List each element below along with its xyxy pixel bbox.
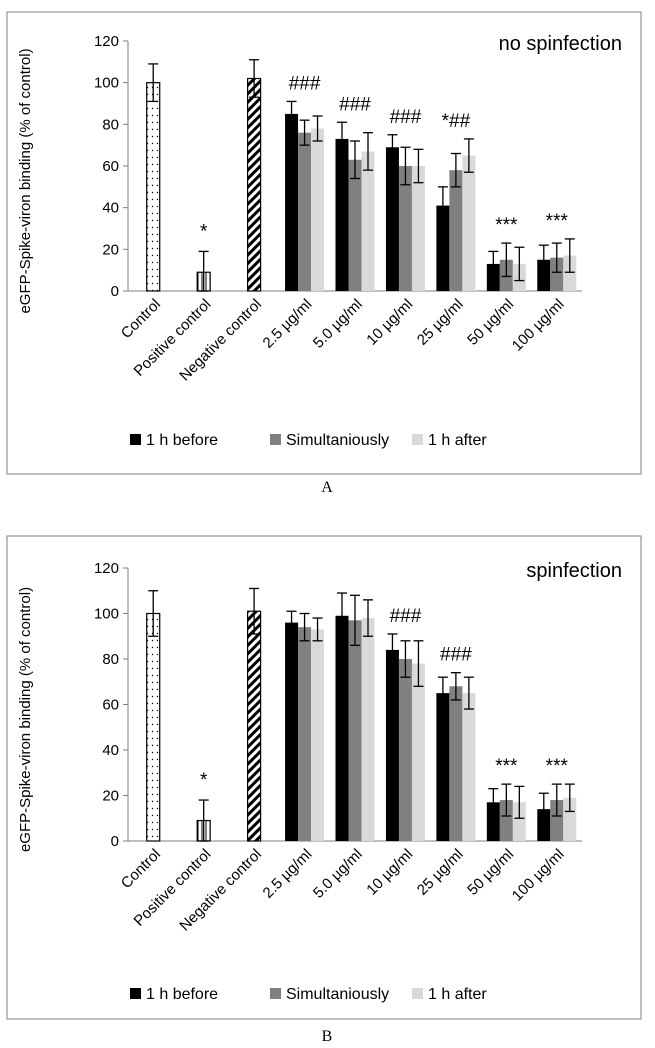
bar-simultaniously [550, 800, 564, 841]
bar-1-h-before [486, 802, 500, 841]
significance-label: *** [546, 211, 569, 232]
significance-label: ### [440, 645, 472, 666]
bar-1-h-before [486, 263, 500, 291]
legend-label: Simultaniously [286, 986, 389, 1003]
legend-label: 1 h before [146, 432, 218, 449]
bar-1-h-before [335, 615, 349, 841]
panel-corner-text: spinfection [526, 560, 622, 582]
x-tick-label: 100 µg/ml [509, 296, 568, 355]
bar-1-h-after [361, 618, 375, 841]
significance-label: *** [495, 215, 518, 236]
y-tick-label: 100 [94, 606, 119, 623]
legend-swatch [412, 988, 423, 999]
bar-simultaniously [499, 800, 513, 841]
bar-simultaniously [348, 159, 362, 291]
significance-label: ### [390, 606, 422, 627]
bar-1-h-after [563, 255, 577, 291]
x-tick-label: 10 µg/ml [363, 846, 416, 899]
bar-1-h-after [462, 155, 476, 291]
bar-1-h-after [361, 151, 375, 291]
bar-1-h-after [311, 629, 325, 841]
legend-swatch [130, 988, 141, 999]
bar-1-h-after [563, 797, 577, 841]
panel-corner-text: no spinfection [499, 33, 622, 55]
y-tick-label: 100 [94, 75, 119, 92]
bar-1-h-after [462, 693, 476, 841]
chart-panel-A: 0 20 40 60 80 100 120 eGFP-Spike-viron binding … [6, 11, 642, 475]
bar-simultaniously [398, 166, 412, 291]
y-tick-label: 60 [102, 697, 119, 714]
y-tick-label: 0 [111, 283, 119, 300]
bar-1-h-after [411, 663, 425, 841]
bar-1-h-after [512, 802, 526, 841]
bar-simultaniously [449, 170, 463, 291]
legend-swatch [130, 434, 141, 445]
x-tick-label: 5.0 µg/ml [310, 296, 366, 352]
y-tick-label: 80 [102, 116, 119, 133]
bar-1-h-before [285, 113, 299, 292]
panel-label: A [321, 479, 333, 496]
significance-label: *** [495, 756, 518, 777]
legend-swatch [412, 434, 423, 445]
x-tick-label: Control [118, 846, 164, 892]
x-tick-label: 25 µg/ml [414, 296, 467, 349]
legend-label: Simultaniously [286, 432, 389, 449]
bar-1-h-before [537, 259, 551, 291]
significance-label: * [200, 221, 208, 242]
significance-label: ### [390, 107, 422, 128]
bar-1-h-before [436, 693, 450, 841]
y-tick-label: 20 [102, 241, 119, 258]
x-tick-label: 2.5 µg/ml [260, 296, 316, 352]
control-bar [146, 612, 161, 842]
panel-border [6, 535, 642, 1020]
x-tick-label: 10 µg/ml [363, 296, 416, 349]
y-tick-label: 80 [102, 651, 119, 668]
control-bar [247, 610, 262, 842]
significance-label: * [200, 770, 208, 791]
bar-simultaniously [398, 659, 412, 841]
bar-simultaniously [298, 627, 312, 841]
bar-1-h-before [436, 205, 450, 291]
significance-label: *** [546, 756, 569, 777]
legend-label: 1 h after [428, 986, 487, 1003]
panel-label: B [322, 1028, 333, 1045]
bar-1-h-after [311, 128, 325, 291]
legend-label: 1 h before [146, 986, 218, 1003]
significance-label: ### [339, 94, 371, 115]
x-tick-label: 100 µg/ml [509, 846, 568, 905]
chart-panel-B: 0 20 40 60 80 100 120 eGFP-Spike-viron binding … [6, 535, 642, 1020]
y-tick-label: 40 [102, 200, 119, 217]
bar-1-h-before [285, 622, 299, 841]
y-axis-label: eGFP-Spike-viron binding (% of control) [17, 48, 34, 313]
control-bar [146, 82, 161, 292]
x-tick-label: 2.5 µg/ml [260, 846, 316, 902]
bar-1-h-after [411, 166, 425, 291]
significance-label: *## [442, 111, 471, 132]
y-tick-label: 120 [94, 33, 119, 50]
panel-border [6, 11, 642, 475]
x-tick-label: 25 µg/ml [414, 846, 467, 899]
bar-1-h-before [385, 649, 399, 841]
legend-swatch [270, 434, 281, 445]
y-tick-label: 40 [102, 742, 119, 759]
legend-label: 1 h after [428, 432, 487, 449]
y-tick-label: 20 [102, 788, 119, 805]
x-tick-label: Control [118, 296, 164, 342]
bar-simultaniously [550, 257, 564, 291]
bar-simultaniously [348, 620, 362, 841]
bar-simultaniously [449, 686, 463, 841]
control-bar [247, 77, 262, 292]
y-tick-label: 120 [94, 560, 119, 577]
bar-1-h-before [335, 138, 349, 291]
y-axis-label: eGFP-Spike-viron binding (% of control) [17, 587, 34, 852]
bar-1-h-before [385, 147, 399, 291]
significance-label: ### [289, 73, 321, 94]
y-tick-label: 0 [111, 833, 119, 850]
y-tick-label: 60 [102, 158, 119, 175]
x-tick-label: 5.0 µg/ml [310, 846, 366, 902]
legend-swatch [270, 988, 281, 999]
bar-simultaniously [298, 132, 312, 291]
